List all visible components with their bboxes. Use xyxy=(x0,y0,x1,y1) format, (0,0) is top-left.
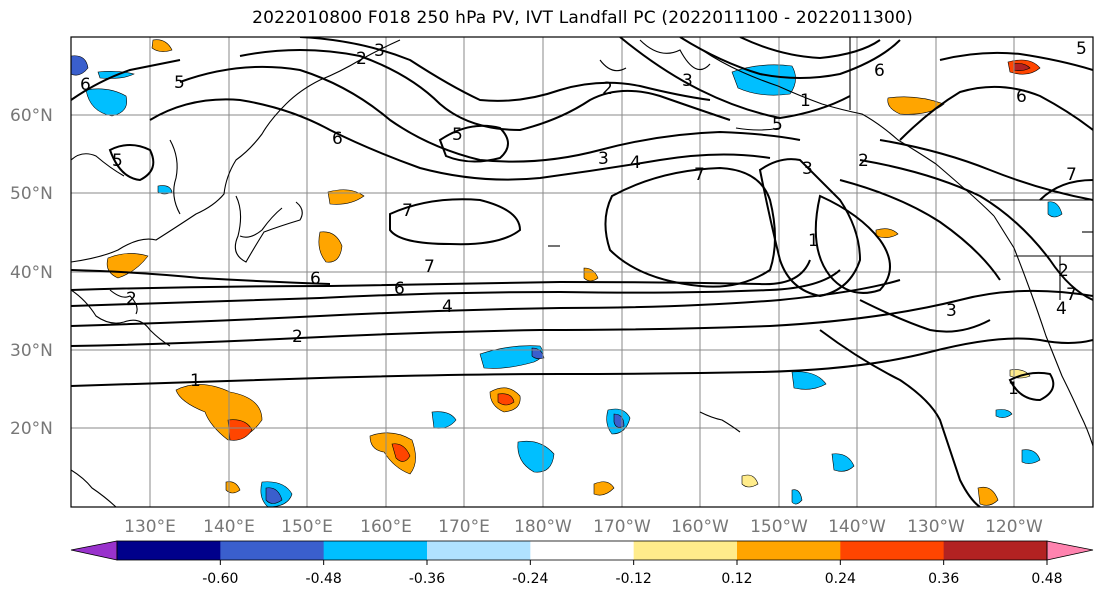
colorbar-swatch xyxy=(633,541,738,560)
contour-label: 6 xyxy=(332,129,343,149)
colorbar-tick-label: 0.24 xyxy=(825,571,856,587)
colorbar-low-extension xyxy=(70,540,118,561)
map-frame xyxy=(70,36,1094,508)
colorbar: -0.60 -0.48 -0.36 -0.24 -0.12 0.12 0.24 0.36 0.4… xyxy=(70,540,1094,587)
contour-labels: 3 2 5 6 5 6 2 5 3 1 5 6 6 5 2 3 4 7 7 3 … xyxy=(80,39,1087,399)
contour-label: 2 xyxy=(858,151,869,171)
colorbar-swatch xyxy=(530,541,635,560)
colorbar-tick-label: -0.24 xyxy=(512,571,548,587)
colorbar-high-extension xyxy=(1046,540,1094,561)
contour-label: 5 xyxy=(772,115,783,135)
colorbar-tick-label: -0.60 xyxy=(202,571,238,587)
lon-label: 160°E xyxy=(360,517,412,537)
contour-label: 6 xyxy=(1016,87,1027,107)
lon-label: 120°W xyxy=(985,517,1043,537)
coastlines xyxy=(71,37,1093,507)
longitude-labels: 130°E 140°E 150°E 160°E 170°E 180°W 170°… xyxy=(124,517,1043,537)
lat-label: 40°N xyxy=(10,263,53,283)
contour-label: 2 xyxy=(126,289,137,309)
contour-label: 5 xyxy=(112,151,123,171)
contour-label: 1 xyxy=(190,371,201,391)
lon-label: 130°W xyxy=(907,517,965,537)
contour-label: 1 xyxy=(800,91,811,111)
contour-label: 2 xyxy=(602,79,613,99)
colorbar-swatch xyxy=(323,541,428,560)
contour-label: 5 xyxy=(174,73,185,93)
colorbar-tick-label: -0.48 xyxy=(306,571,342,587)
contour-label: 6 xyxy=(310,269,321,289)
lon-label: 160°W xyxy=(671,517,729,537)
lon-label: 170°W xyxy=(593,517,651,537)
contour-label: 2 xyxy=(292,327,303,347)
negative-anomaly-shading xyxy=(71,55,1063,507)
contour-label: 7 xyxy=(402,201,413,221)
contour-label: 3 xyxy=(802,159,813,179)
colorbar-tick-label: 0.12 xyxy=(721,571,752,587)
contour-label: 7 xyxy=(424,257,435,277)
colorbar-swatch xyxy=(943,541,1048,560)
lat-label: 60°N xyxy=(10,106,53,126)
contour-label: 7 xyxy=(694,165,705,185)
colorbar-swatch xyxy=(840,541,945,560)
contour-label: 5 xyxy=(452,125,463,145)
contour-label: 3 xyxy=(682,71,693,91)
map-title: 2022010800 F018 250 hPa PV, IVT Landfall… xyxy=(252,8,913,28)
lat-label: 50°N xyxy=(10,184,53,204)
colorbar-swatch xyxy=(117,541,221,560)
contour-label: 4 xyxy=(1056,299,1067,319)
contour-label: 4 xyxy=(442,297,453,317)
contour-label: 1 xyxy=(1008,379,1019,399)
lon-label: 170°E xyxy=(438,517,490,537)
contour-label: 7 xyxy=(1066,285,1077,305)
contour-label: 2 xyxy=(1058,261,1069,281)
lon-label: 140°E xyxy=(203,517,255,537)
contour-label: 1 xyxy=(808,231,819,251)
contour-label: 2 xyxy=(356,49,367,69)
contour-label: 3 xyxy=(374,41,385,61)
contour-label: 6 xyxy=(394,279,405,299)
lon-label: 140°W xyxy=(828,517,886,537)
colorbar-tick-label: -0.12 xyxy=(616,571,652,587)
pv-contours xyxy=(71,37,1093,507)
lon-label: 180°W xyxy=(514,517,572,537)
contour-label: 3 xyxy=(598,149,609,169)
contour-label: 6 xyxy=(874,61,885,81)
contour-label: 3 xyxy=(946,301,957,321)
contour-label: 5 xyxy=(1076,39,1087,59)
colorbar-swatch xyxy=(737,541,841,560)
colorbar-swatch xyxy=(427,541,531,560)
contour-label: 7 xyxy=(1066,165,1077,185)
graticule xyxy=(71,37,1093,507)
lat-label: 20°N xyxy=(10,419,53,439)
lat-label: 30°N xyxy=(10,341,53,361)
latitude-labels: 60°N 50°N 40°N 30°N 20°N xyxy=(10,106,53,439)
colorbar-tick-label: 0.48 xyxy=(1031,571,1062,587)
contour-label: 6 xyxy=(80,75,91,95)
colorbar-swatch xyxy=(220,541,325,560)
lon-label: 150°E xyxy=(281,517,333,537)
colorbar-tick-label: 0.36 xyxy=(928,571,959,587)
lon-label: 150°W xyxy=(750,517,808,537)
lon-label: 130°E xyxy=(124,517,176,537)
colorbar-tick-label: -0.36 xyxy=(409,571,445,587)
contour-label: 4 xyxy=(630,153,641,173)
